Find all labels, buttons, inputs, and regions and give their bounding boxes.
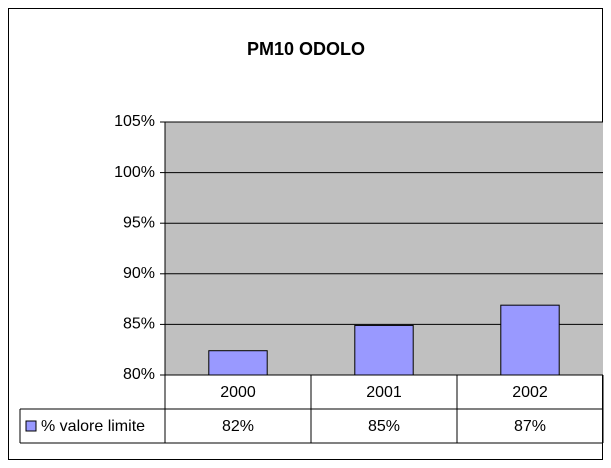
legend-label: % valore limite: [41, 418, 145, 435]
bar: [208, 350, 268, 376]
y-tick-label: 80%: [123, 366, 155, 383]
chart-title: PM10 ODOLO: [247, 39, 365, 59]
x-tick-label: 2000: [220, 384, 256, 401]
y-tick-label: 85%: [123, 316, 155, 333]
y-tick-label: 95%: [123, 214, 155, 231]
y-tick-label: 90%: [123, 265, 155, 282]
data-label: 85%: [368, 418, 400, 435]
bar: [354, 324, 414, 376]
y-tick-label: 105%: [114, 113, 155, 130]
legend-swatch: [25, 420, 37, 432]
x-tick-label: 2002: [512, 384, 548, 401]
data-label: 87%: [514, 418, 546, 435]
bar: [500, 304, 560, 376]
data-label: 82%: [222, 418, 254, 435]
x-tick-label: 2001: [366, 384, 402, 401]
y-tick-label: 100%: [114, 164, 155, 181]
